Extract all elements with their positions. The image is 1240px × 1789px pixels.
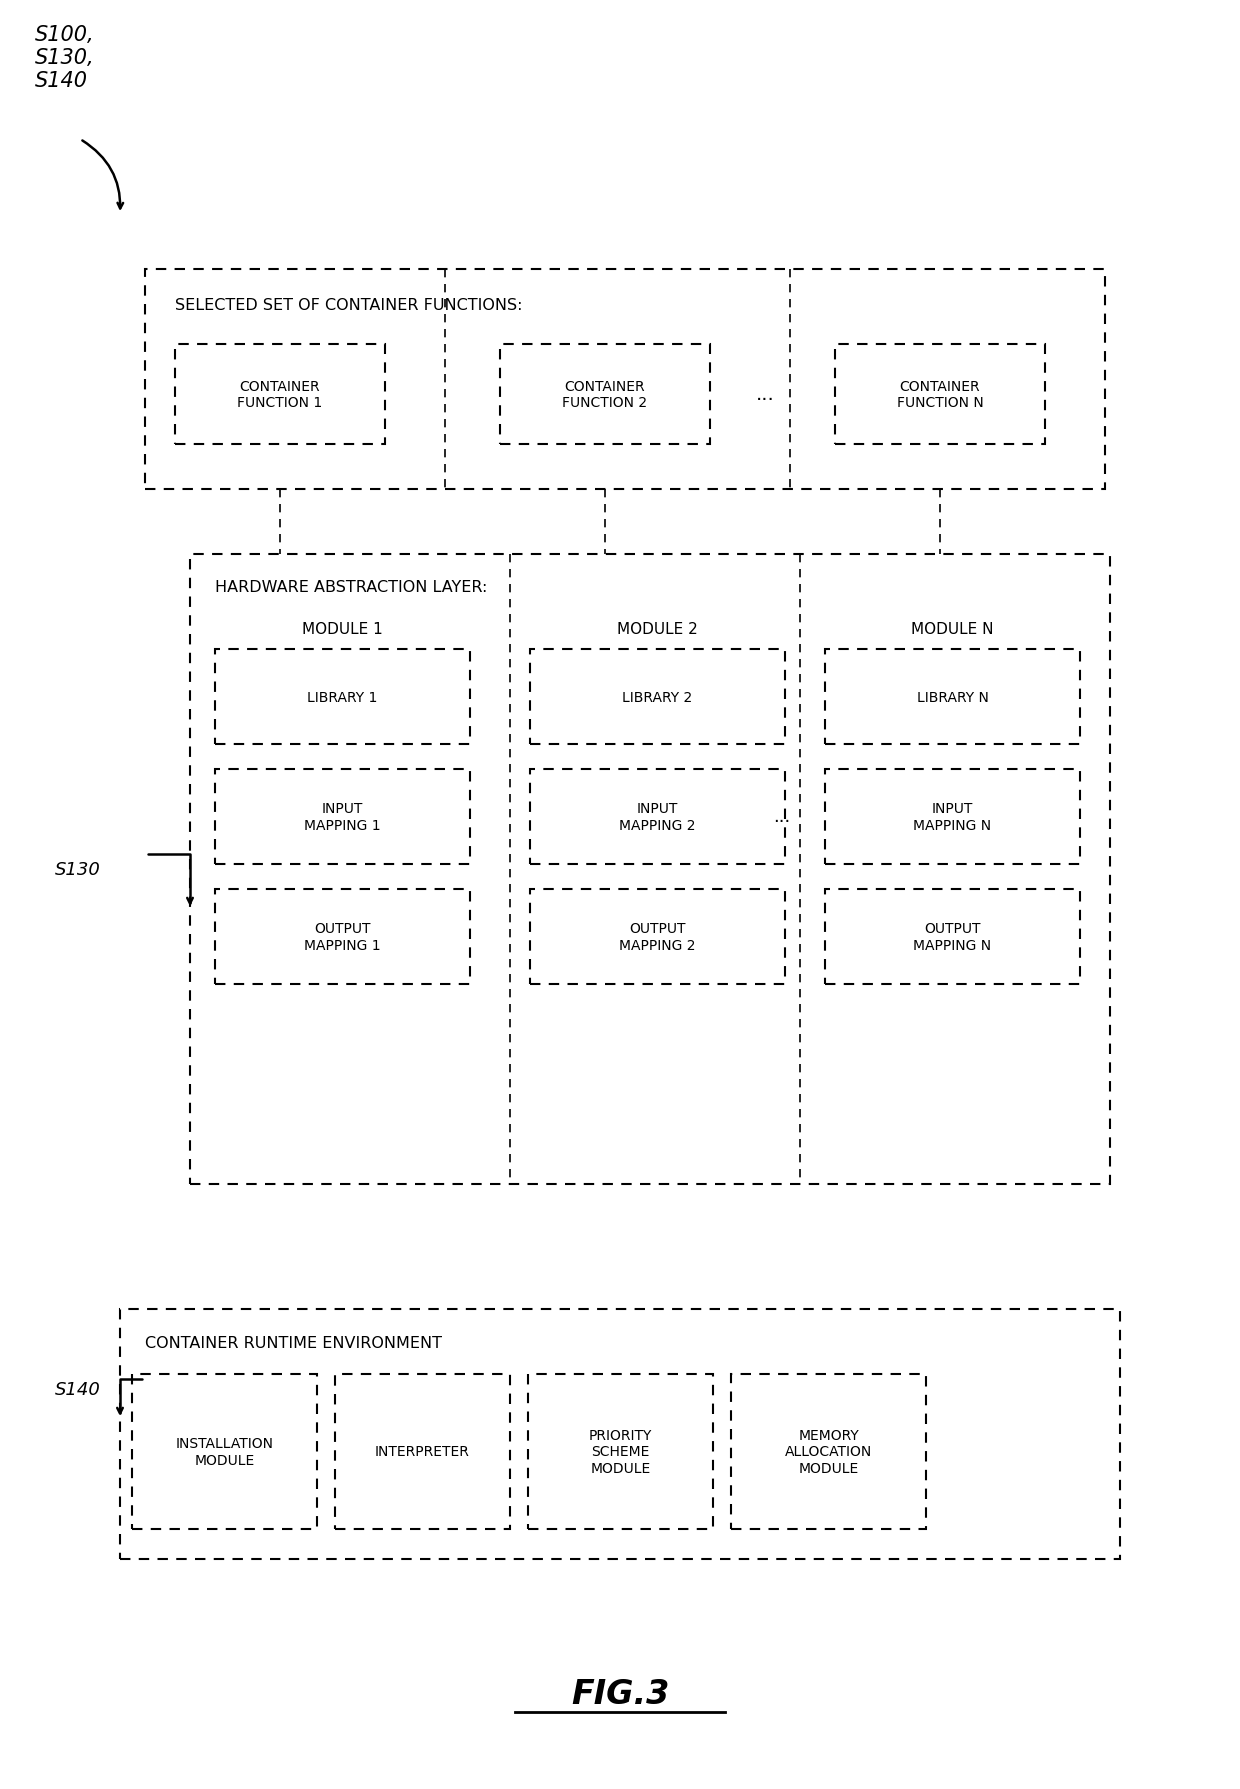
Bar (175, 345, 384, 445)
Text: ...: ... (755, 385, 774, 404)
Text: OUTPUT
MAPPING 1: OUTPUT MAPPING 1 (304, 921, 381, 952)
Text: OUTPUT
MAPPING N: OUTPUT MAPPING N (914, 921, 992, 952)
Text: S130: S130 (55, 861, 100, 878)
Text: SELECTED SET OF CONTAINER FUNCTIONS:: SELECTED SET OF CONTAINER FUNCTIONS: (175, 297, 522, 313)
Bar (120, 1310, 1120, 1560)
Text: S100,
S130,
S140: S100, S130, S140 (35, 25, 94, 91)
Text: PRIORITY
SCHEME
MODULE: PRIORITY SCHEME MODULE (589, 1428, 652, 1474)
Bar (732, 1374, 926, 1530)
Bar (835, 345, 1045, 445)
Text: LIBRARY 1: LIBRARY 1 (308, 691, 378, 705)
Text: INSTALLATION
MODULE: INSTALLATION MODULE (176, 1437, 274, 1467)
Bar (825, 769, 1080, 864)
Text: CONTAINER
FUNCTION N: CONTAINER FUNCTION N (897, 379, 983, 410)
Bar (825, 889, 1080, 984)
Text: MEMORY
ALLOCATION
MODULE: MEMORY ALLOCATION MODULE (785, 1428, 872, 1474)
Text: MODULE N: MODULE N (911, 623, 993, 637)
Text: INPUT
MAPPING 1: INPUT MAPPING 1 (304, 801, 381, 832)
Bar (131, 1374, 317, 1530)
Text: ...: ... (774, 809, 791, 827)
Text: S140: S140 (55, 1381, 100, 1399)
Text: FIG.3: FIG.3 (570, 1678, 670, 1710)
Text: CONTAINER
FUNCTION 1: CONTAINER FUNCTION 1 (237, 379, 322, 410)
Text: INPUT
MAPPING 2: INPUT MAPPING 2 (619, 801, 696, 832)
Text: CONTAINER
FUNCTION 2: CONTAINER FUNCTION 2 (563, 379, 647, 410)
Text: LIBRARY N: LIBRARY N (916, 691, 988, 705)
Bar (825, 649, 1080, 744)
Bar (145, 270, 1105, 490)
Text: HARDWARE ABSTRACTION LAYER:: HARDWARE ABSTRACTION LAYER: (215, 580, 487, 596)
Text: MODULE 2: MODULE 2 (618, 623, 698, 637)
Bar (500, 345, 711, 445)
Text: INPUT
MAPPING N: INPUT MAPPING N (914, 801, 992, 832)
Bar (190, 555, 1110, 1184)
Text: LIBRARY 2: LIBRARY 2 (622, 691, 693, 705)
Text: OUTPUT
MAPPING 2: OUTPUT MAPPING 2 (619, 921, 696, 952)
Bar (528, 1374, 713, 1530)
Text: MODULE 1: MODULE 1 (303, 623, 383, 637)
Bar (215, 649, 470, 744)
Bar (215, 889, 470, 984)
Text: CONTAINER RUNTIME ENVIRONMENT: CONTAINER RUNTIME ENVIRONMENT (145, 1335, 441, 1349)
Text: INTERPRETER: INTERPRETER (374, 1446, 470, 1458)
Bar (529, 889, 785, 984)
Bar (335, 1374, 510, 1530)
Bar (529, 649, 785, 744)
Bar (529, 769, 785, 864)
Bar (215, 769, 470, 864)
